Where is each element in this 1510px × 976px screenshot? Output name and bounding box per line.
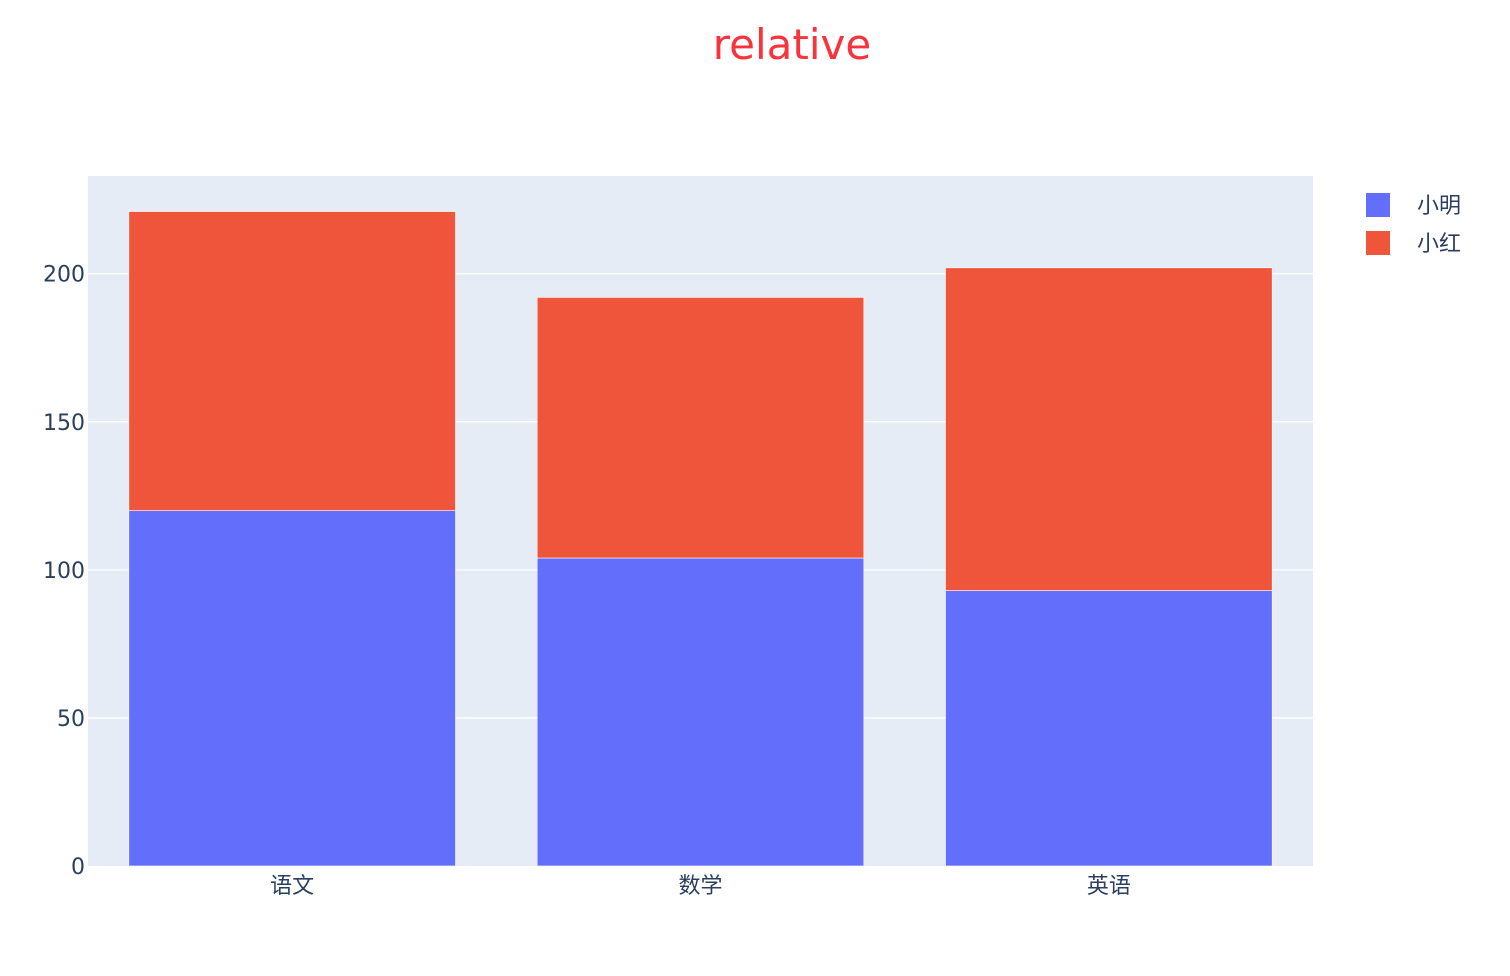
y-tick-label-3: 150 bbox=[43, 411, 85, 436]
y-tick-label-2: 100 bbox=[43, 559, 85, 584]
legend-label-1[interactable]: 小红 bbox=[1417, 232, 1461, 257]
bar-1-0[interactable] bbox=[536, 557, 865, 867]
bar-2-0[interactable] bbox=[945, 590, 1273, 867]
x-tick-label-2: 英语 bbox=[1087, 874, 1131, 899]
x-axis-ticks: 语文 数学 英语 bbox=[270, 874, 1131, 899]
y-tick-label-1: 50 bbox=[57, 707, 85, 732]
x-tick-label-1: 数学 bbox=[678, 874, 722, 899]
bar-1-1[interactable] bbox=[536, 297, 865, 559]
legend-swatch-0[interactable] bbox=[1366, 193, 1390, 217]
legend-swatch-1[interactable] bbox=[1366, 231, 1390, 255]
y-tick-label-4: 200 bbox=[43, 263, 85, 288]
bar-0-1[interactable] bbox=[128, 211, 456, 511]
bars[interactable] bbox=[128, 211, 1273, 867]
chart-title: relative bbox=[713, 20, 871, 69]
legend-label-0[interactable]: 小明 bbox=[1417, 194, 1461, 219]
y-axis-ticks: 0 50 100 150 200 bbox=[43, 263, 85, 880]
x-tick-label-0: 语文 bbox=[270, 874, 314, 899]
bar-2-1[interactable] bbox=[945, 267, 1273, 591]
bar-0-0[interactable] bbox=[128, 510, 456, 867]
y-tick-label-0: 0 bbox=[71, 855, 85, 880]
